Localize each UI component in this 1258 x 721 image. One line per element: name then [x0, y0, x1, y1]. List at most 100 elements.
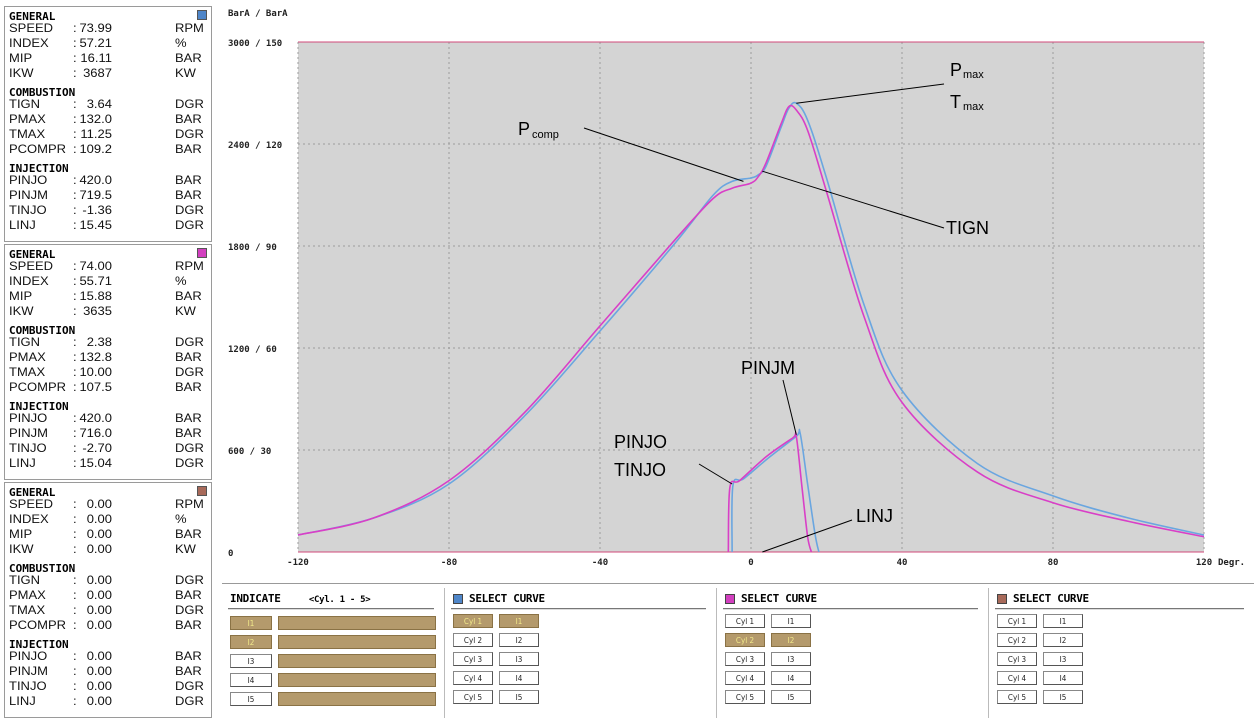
- row-unit: BAR: [175, 112, 202, 126]
- select-cyl-button[interactable]: Cyl 2: [725, 633, 765, 647]
- row-label: PINJO: [9, 411, 48, 425]
- row-unit: BAR: [175, 289, 202, 303]
- select-indicate-button[interactable]: I3: [1043, 652, 1083, 666]
- select-cyl-button[interactable]: Cyl 3: [453, 652, 493, 666]
- combustion-row: TIGN:0.00 DGR: [9, 573, 204, 587]
- row-unit: BAR: [175, 649, 202, 663]
- row-label: IKW: [9, 542, 34, 556]
- row-value: 3687: [83, 66, 112, 80]
- cylinder-data-panel-3: GENERAL SPEED:0.00 RPM INDEX:0.00% MIP:0.00 B…: [4, 482, 212, 718]
- select-cyl-button[interactable]: Cyl 5: [453, 690, 493, 704]
- select-cyl-button[interactable]: Cyl 4: [453, 671, 493, 685]
- select-indicate-button[interactable]: I3: [771, 652, 811, 666]
- select-curve-panel-2: SELECT CURVE Cyl 1 I1 Cyl 2 I2 Cyl 3 I3 Cyl 4 I4…: [716, 588, 986, 718]
- row-unit: %: [175, 274, 187, 288]
- indicate-button-4[interactable]: I4: [230, 673, 272, 687]
- cylinder-data-column: GENERAL SPEED:73.99 RPM INDEX:57.21% MIP:16.…: [0, 0, 214, 720]
- select-cyl-button[interactable]: Cyl 2: [453, 633, 493, 647]
- x-tick-label: -40: [592, 558, 608, 568]
- row-label: PINJO: [9, 173, 48, 187]
- row-value: 2.38: [86, 335, 112, 349]
- select-indicate-button[interactable]: I4: [499, 671, 539, 685]
- row-value: 0.00: [86, 679, 112, 693]
- select-cyl-button[interactable]: Cyl 3: [997, 652, 1037, 666]
- combustion-row: TIGN:3.64 DGR: [9, 97, 204, 111]
- row-value: 73.99: [79, 21, 112, 35]
- select-cyl-button[interactable]: Cyl 1: [725, 614, 765, 628]
- select-indicate-button[interactable]: I1: [499, 614, 539, 628]
- select-curve-divider: [723, 608, 978, 610]
- indicate-button-5[interactable]: I5: [230, 692, 272, 706]
- select-indicate-button[interactable]: I5: [771, 690, 811, 704]
- row-value: -2.70: [82, 441, 112, 455]
- select-cyl-button[interactable]: Cyl 3: [725, 652, 765, 666]
- row-label: SPEED: [9, 497, 54, 511]
- select-indicate-button[interactable]: I2: [1043, 633, 1083, 647]
- indicate-button-2[interactable]: I2: [230, 635, 272, 649]
- linj-label: LINJ: [856, 506, 893, 526]
- row-value: 109.2: [79, 142, 112, 156]
- row-unit: BAR: [175, 426, 202, 440]
- curve-color-swatch: [725, 594, 735, 604]
- indicate-button-1[interactable]: I1: [230, 616, 272, 630]
- select-indicate-button[interactable]: I1: [1043, 614, 1083, 628]
- x-tick-label: -120: [287, 558, 309, 568]
- row-unit: DGR: [175, 203, 204, 217]
- row-unit: DGR: [175, 365, 204, 379]
- injection-row: PINJM:0.00 BAR: [9, 664, 202, 678]
- general-row: SPEED:0.00 RPM: [9, 497, 204, 511]
- select-indicate-button[interactable]: I5: [499, 690, 539, 704]
- row-value: 0.00: [86, 664, 112, 678]
- select-indicate-button[interactable]: I1: [771, 614, 811, 628]
- select-cyl-button[interactable]: Cyl 4: [725, 671, 765, 685]
- indicate-status-bar: [278, 654, 436, 668]
- row-label: TINJO: [9, 441, 47, 455]
- general-row: SPEED:74.00 RPM: [9, 259, 204, 273]
- row-label: PMAX: [9, 588, 46, 602]
- row-value: 15.45: [79, 218, 112, 232]
- row-value: 420.0: [79, 411, 112, 425]
- row-label: TINJO: [9, 203, 47, 217]
- general-row: MIP:16.11 BAR: [9, 51, 202, 65]
- select-indicate-button[interactable]: I5: [1043, 690, 1083, 704]
- select-cyl-button[interactable]: Cyl 2: [997, 633, 1037, 647]
- injection-row: TINJO: -1.36 DGR: [9, 203, 204, 217]
- select-indicate-button[interactable]: I2: [499, 633, 539, 647]
- select-indicate-button[interactable]: I4: [771, 671, 811, 685]
- annotation-leader-line: [796, 83, 945, 104]
- row-label: TMAX: [9, 365, 46, 379]
- row-value: 0.00: [86, 649, 112, 663]
- row-label: TINJO: [9, 679, 47, 693]
- row-unit: %: [175, 36, 187, 50]
- select-cyl-button[interactable]: Cyl 5: [997, 690, 1037, 704]
- row-label: PCOMPR: [9, 618, 67, 632]
- combustion-row: TMAX:0.00 DGR: [9, 603, 204, 617]
- row-label: PMAX: [9, 112, 46, 126]
- row-value: 3635: [83, 304, 112, 318]
- row-value: 16.11: [80, 51, 112, 65]
- select-cyl-button[interactable]: Cyl 5: [725, 690, 765, 704]
- combustion-row: PCOMPR:107.5 BAR: [9, 380, 202, 394]
- select-curve-title: SELECT CURVE: [469, 592, 545, 605]
- x-tick-label: -80: [441, 558, 457, 568]
- pmax-label: P: [950, 60, 962, 80]
- indicate-button-3[interactable]: I3: [230, 654, 272, 668]
- combustion-section-title: COMBUSTION: [9, 324, 76, 337]
- select-cyl-button[interactable]: Cyl 1: [453, 614, 493, 628]
- row-unit: KW: [175, 66, 196, 80]
- row-label: SPEED: [9, 21, 54, 35]
- row-value: 719.5: [79, 188, 112, 202]
- y-tick-label: 3000 / 150: [228, 39, 282, 49]
- select-indicate-button[interactable]: I3: [499, 652, 539, 666]
- injection-section-title: INJECTION: [9, 162, 69, 175]
- select-cyl-button[interactable]: Cyl 1: [997, 614, 1037, 628]
- row-unit: BAR: [175, 411, 202, 425]
- select-cyl-button[interactable]: Cyl 4: [997, 671, 1037, 685]
- row-unit: %: [175, 512, 187, 526]
- select-indicate-button[interactable]: I2: [771, 633, 811, 647]
- row-label: MIP: [9, 289, 33, 303]
- select-curve-header: SELECT CURVE: [453, 592, 545, 605]
- indicate-status-bar: [278, 635, 436, 649]
- row-unit: DGR: [175, 127, 204, 141]
- select-indicate-button[interactable]: I4: [1043, 671, 1083, 685]
